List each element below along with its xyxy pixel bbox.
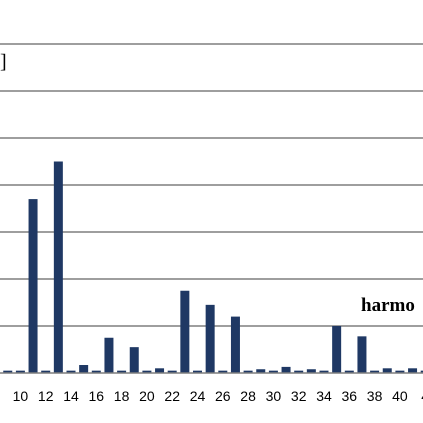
- bar-harmonic-19: [129, 347, 139, 373]
- x-tick-label: 24: [190, 388, 206, 404]
- bar-harmonic-26: [218, 370, 228, 373]
- bar-harmonic-25: [205, 304, 215, 373]
- harmonic-annotation: harmo: [361, 295, 415, 316]
- bar-harmonic-23: [180, 290, 190, 373]
- bars: [3, 161, 423, 373]
- x-tick-label: 16: [89, 388, 105, 404]
- y-axis-unit-mark: ]: [0, 51, 7, 73]
- x-tick-label: 34: [316, 388, 332, 404]
- bar-harmonic-27: [230, 316, 240, 373]
- x-tick-label: 40: [392, 388, 408, 404]
- x-tick-label: 4: [421, 388, 423, 404]
- bar-harmonic-31: [281, 366, 291, 373]
- bar-harmonic-37: [357, 336, 367, 373]
- x-tick-label: 14: [63, 388, 79, 404]
- bar-harmonic-42: [420, 370, 423, 373]
- bar-harmonic-30: [268, 370, 278, 373]
- bar-harmonic-35: [332, 326, 342, 373]
- bar-harmonic-33: [306, 369, 316, 373]
- bar-harmonic-28: [243, 370, 253, 373]
- bar-harmonic-29: [256, 369, 266, 373]
- bar-harmonic-21: [155, 368, 165, 373]
- bar-harmonic-13: [53, 161, 63, 373]
- x-tick-label: 38: [367, 388, 383, 404]
- x-tick-label: 36: [342, 388, 358, 404]
- gridlines: [0, 43, 423, 327]
- bar-harmonic-12: [41, 370, 51, 373]
- x-tick-label: 22: [164, 388, 180, 404]
- bar-harmonic-22: [167, 370, 177, 373]
- x-tick-labels: 10 12 14 16 18 20 22 24 26 28 30 32 34 36 38 40 4: [13, 388, 423, 404]
- bar-harmonic-15: [79, 365, 89, 373]
- bar-harmonic-18: [117, 370, 127, 373]
- x-tick-label: 30: [266, 388, 282, 404]
- bar-harmonic-36: [344, 370, 354, 373]
- bar-harmonic-40: [395, 370, 405, 373]
- bar-harmonic-17: [104, 337, 114, 373]
- x-tick-label: 20: [139, 388, 155, 404]
- x-tick-label: 26: [215, 388, 231, 404]
- bar-harmonic-34: [319, 370, 329, 373]
- bar-harmonic-10: [15, 370, 25, 373]
- x-tick-label: 28: [240, 388, 256, 404]
- bar-harmonic-9: [3, 370, 13, 373]
- bar-harmonic-11: [28, 199, 38, 373]
- bar-harmonic-14: [66, 370, 76, 373]
- bar-harmonic-38: [370, 370, 380, 373]
- bar-harmonic-39: [382, 368, 392, 373]
- bar-harmonic-41: [408, 368, 418, 373]
- x-tick-label: 12: [38, 388, 54, 404]
- bar-harmonic-24: [193, 370, 202, 373]
- x-tick-label: 10: [13, 388, 29, 404]
- x-tick-label: 32: [291, 388, 307, 404]
- bar-harmonic-32: [294, 370, 304, 373]
- bar-harmonic-16: [91, 370, 101, 373]
- x-tick-label: 18: [114, 388, 130, 404]
- bar-harmonic-20: [142, 370, 152, 373]
